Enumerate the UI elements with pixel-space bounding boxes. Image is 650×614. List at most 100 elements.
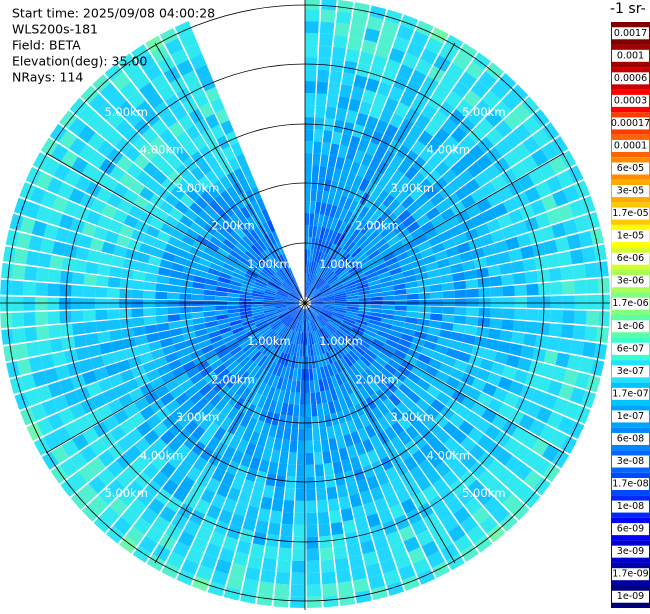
range-cell: [52, 196, 69, 213]
range-cell: [139, 352, 154, 365]
colorbar-label: 3e-08: [617, 456, 644, 467]
range-cell: [283, 315, 293, 325]
range-cell: [346, 481, 359, 496]
range-cell: [246, 362, 258, 375]
range-cell: [206, 436, 221, 452]
range-cell: [244, 566, 261, 582]
range-cell: [325, 106, 337, 120]
range-cell: [135, 373, 150, 387]
range-cell: [478, 451, 495, 469]
range-cell: [256, 276, 269, 285]
range-cell: [377, 242, 391, 254]
range-cell: [344, 470, 356, 485]
range-cell: [501, 92, 521, 111]
range-cell: [307, 286, 314, 298]
range-cell: [397, 175, 411, 190]
range-cell: [213, 150, 228, 165]
range-cell: [309, 292, 321, 300]
range-cell: [371, 54, 388, 70]
range-cell: [314, 201, 322, 215]
range-cell: [376, 266, 390, 276]
range-cell: [574, 406, 591, 424]
range-cell: [214, 194, 228, 208]
range-cell: [439, 44, 458, 62]
range-cell: [305, 45, 318, 58]
range-cell: [409, 69, 427, 86]
range-cell: [523, 333, 537, 347]
range-cell: [383, 343, 397, 354]
range-cell: [218, 509, 233, 525]
range-cell: [396, 144, 411, 160]
range-cell: [319, 366, 327, 380]
range-cell: [240, 387, 252, 401]
range-cell: [313, 141, 322, 154]
range-cell: [293, 344, 299, 357]
range-cell: [175, 372, 190, 386]
range-cell: [189, 509, 206, 526]
range-cell: [358, 178, 370, 192]
range-cell: [293, 307, 302, 318]
range-cell: [340, 422, 350, 436]
range-cell: [207, 139, 222, 155]
range-cell: [480, 181, 497, 197]
range-cell: [36, 417, 54, 436]
range-cell: [452, 271, 466, 282]
range-cell: [301, 368, 305, 381]
range-cell: [298, 332, 302, 345]
range-cell: [405, 317, 418, 325]
range-cell: [512, 103, 531, 123]
range-cell: [96, 263, 111, 276]
range-cell: [326, 94, 339, 108]
range-cell: [452, 445, 469, 462]
range-cell: [466, 108, 484, 126]
range-cell: [447, 524, 466, 543]
range-cell: [274, 583, 290, 597]
range-cell: [50, 143, 68, 162]
range-cell: [375, 43, 392, 59]
range-cell: [365, 349, 378, 360]
range-cell: [522, 489, 541, 509]
range-cell: [158, 533, 177, 552]
range-cell: [309, 290, 319, 299]
range-cell: [264, 545, 278, 560]
range-cell: [310, 295, 322, 301]
range-cell: [519, 204, 535, 220]
range-cell: [66, 361, 82, 377]
range-cell: [501, 274, 515, 286]
range-cell: [524, 372, 540, 388]
range-cell: [55, 364, 71, 381]
range-cell: [340, 324, 352, 333]
range-cell: [119, 418, 136, 435]
range-cell: [25, 250, 40, 266]
range-cell: [293, 331, 299, 344]
range-cell: [176, 179, 192, 194]
range-cell: [438, 266, 453, 276]
range-cell: [400, 471, 415, 488]
range-cell: [314, 343, 320, 356]
range-cell: [460, 453, 478, 470]
range-cell: [169, 269, 183, 279]
range-cell: [321, 289, 333, 296]
range-cell: [368, 363, 381, 376]
range-cell: [369, 104, 383, 120]
range-cell: [305, 117, 315, 130]
range-cell: [322, 450, 332, 464]
range-cell: [402, 328, 416, 337]
range-cell: [452, 52, 472, 71]
range-cell: [385, 339, 399, 349]
range-cell: [274, 273, 284, 283]
range-cell: [11, 296, 24, 312]
range-cell: [78, 358, 94, 373]
range-cell: [71, 322, 86, 336]
range-cell: [79, 193, 96, 210]
range-cell: [280, 402, 289, 416]
range-cell: [204, 388, 218, 402]
range-cell: [232, 246, 245, 257]
range-cell: [532, 128, 551, 148]
range-cell: [319, 535, 333, 549]
range-cell: [306, 308, 310, 321]
range-cell: [107, 442, 125, 460]
range-cell: [471, 377, 487, 392]
range-cell: [219, 175, 233, 190]
range-cell: [249, 493, 262, 508]
